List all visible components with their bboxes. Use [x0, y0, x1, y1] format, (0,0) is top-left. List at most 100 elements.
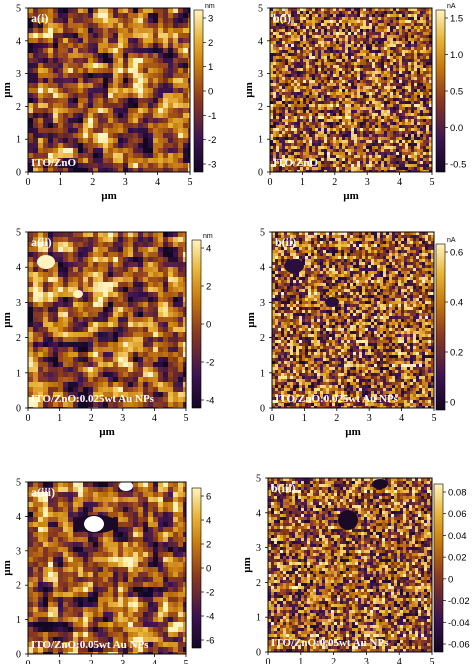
y-tick-label: 0 — [260, 404, 265, 415]
x-tick-label: 5 — [432, 413, 437, 424]
y-axis-label: µm — [245, 312, 257, 328]
y-tick-label: 2 — [256, 578, 261, 589]
panel-label: b(i) — [273, 11, 291, 25]
colorbar — [435, 243, 446, 411]
y-tick-label: 3 — [256, 543, 261, 554]
panel-label: a(ii) — [31, 235, 52, 249]
colorbar-tick-label: 0.6 — [450, 248, 463, 259]
colorbar-unit: nA — [447, 3, 456, 10]
afm-image-texture — [28, 232, 187, 409]
colorbar-unit: nA — [447, 237, 456, 244]
x-tick-label: 3 — [365, 177, 370, 188]
x-tick-label: 2 — [89, 659, 94, 664]
x-tick-label: 4 — [397, 657, 402, 664]
colorbar-tick-label: 0.2 — [450, 348, 463, 359]
colorbar-tick-label: -2 — [208, 135, 216, 146]
x-tick-label: 0 — [26, 177, 31, 188]
bright-particle — [84, 516, 104, 532]
x-tick-label: 5 — [184, 413, 189, 424]
x-tick-label: 3 — [123, 177, 128, 188]
colorbar-tick-label: 0.06 — [448, 509, 467, 520]
y-tick-label: 1 — [258, 135, 263, 146]
colorbar-tick-label: -0.06 — [448, 640, 470, 651]
bright-particle — [37, 255, 55, 269]
y-tick-label: 4 — [258, 36, 263, 47]
afm-image-texture — [272, 232, 435, 409]
x-tick-label: 4 — [152, 413, 157, 424]
colorbar-tick-label: 0 — [206, 564, 211, 575]
colorbar-tick-label: 6 — [206, 492, 211, 503]
colorbar-tick-label: -3 — [208, 160, 216, 171]
colorbar — [435, 9, 446, 173]
y-tick-label: 3 — [16, 298, 21, 309]
colorbar-tick-label: 0.5 — [450, 87, 463, 98]
x-tick-label: 0 — [266, 657, 271, 664]
colorbar-tick-label: -6 — [206, 636, 214, 647]
panel-label: a(i) — [31, 11, 48, 25]
colorbar — [191, 239, 202, 409]
x-tick-label: 2 — [334, 413, 339, 424]
x-tick-label: 1 — [300, 177, 305, 188]
plot-frame — [27, 7, 191, 173]
x-tick-label: 0 — [26, 413, 31, 424]
colorbar-tick-label: 2 — [206, 540, 211, 551]
x-axis-label: µm — [345, 426, 361, 438]
colorbar-tick-label: 0.04 — [448, 531, 467, 542]
x-tick-label: 1 — [58, 177, 63, 188]
y-tick-label: 2 — [16, 333, 21, 344]
colorbar-tick-label: 0 — [450, 398, 455, 409]
y-tick-label: 1 — [256, 613, 261, 624]
x-tick-label: 5 — [188, 177, 193, 188]
sample-label: ITO/ZnO — [31, 157, 76, 169]
y-tick-label: 5 — [258, 4, 263, 15]
x-tick-label: 2 — [332, 177, 337, 188]
colorbar-tick-label: -1 — [208, 111, 216, 122]
y-tick-label: 0 — [258, 168, 263, 179]
x-tick-label: 4 — [397, 177, 402, 188]
y-tick-label: 4 — [260, 263, 265, 274]
y-tick-label: 0 — [16, 650, 21, 661]
dark-region — [325, 297, 339, 307]
y-tick-label: 3 — [258, 69, 263, 80]
x-tick-label: 5 — [184, 659, 189, 664]
x-tick-label: 5 — [430, 657, 435, 664]
y-tick-label: 1 — [260, 368, 265, 379]
y-tick-label: 5 — [16, 228, 21, 239]
colorbar — [433, 483, 444, 653]
colorbar-tick-label: 4 — [206, 516, 211, 527]
x-tick-label: 2 — [89, 413, 94, 424]
y-tick-label: 2 — [260, 333, 265, 344]
x-tick-label: 0 — [26, 659, 31, 664]
x-tick-label: 4 — [155, 177, 160, 188]
colorbar-tick-label: 4 — [206, 244, 211, 255]
dark-region — [284, 259, 304, 273]
plot-frame — [271, 231, 435, 409]
colorbar-unit: nm — [203, 233, 213, 240]
x-tick-label: 1 — [57, 413, 62, 424]
panel-label: b(iii) — [271, 481, 296, 495]
x-axis-label: µm — [99, 426, 115, 438]
afm-image-texture — [268, 478, 433, 653]
colorbar-unit: nm — [205, 3, 215, 10]
y-tick-label: 2 — [16, 102, 21, 113]
x-tick-label: 1 — [298, 657, 303, 664]
x-tick-label: 5 — [430, 177, 435, 188]
y-tick-label: 4 — [16, 512, 21, 523]
colorbar-tick-label: -0.02 — [448, 596, 470, 607]
colorbar-tick-label: 0 — [448, 574, 453, 585]
colorbar-tick-label: -0.5 — [450, 160, 466, 171]
colorbar-tick-label: 0.4 — [450, 298, 463, 309]
colorbar-tick-label: 0 — [208, 87, 213, 98]
sample-label: ITO/ZnO — [273, 157, 318, 169]
y-tick-label: 3 — [16, 546, 21, 557]
sample-label: ITO/ZnO:0.05wt Au NPs — [31, 639, 149, 651]
afm-image-texture — [28, 482, 187, 655]
y-tick-label: 0 — [256, 648, 261, 659]
y-tick-label: 0 — [16, 404, 21, 415]
colorbar-tick-label: -0.04 — [448, 618, 470, 629]
colorbar-tick-label: 2 — [206, 282, 211, 293]
x-tick-label: 0 — [270, 413, 275, 424]
